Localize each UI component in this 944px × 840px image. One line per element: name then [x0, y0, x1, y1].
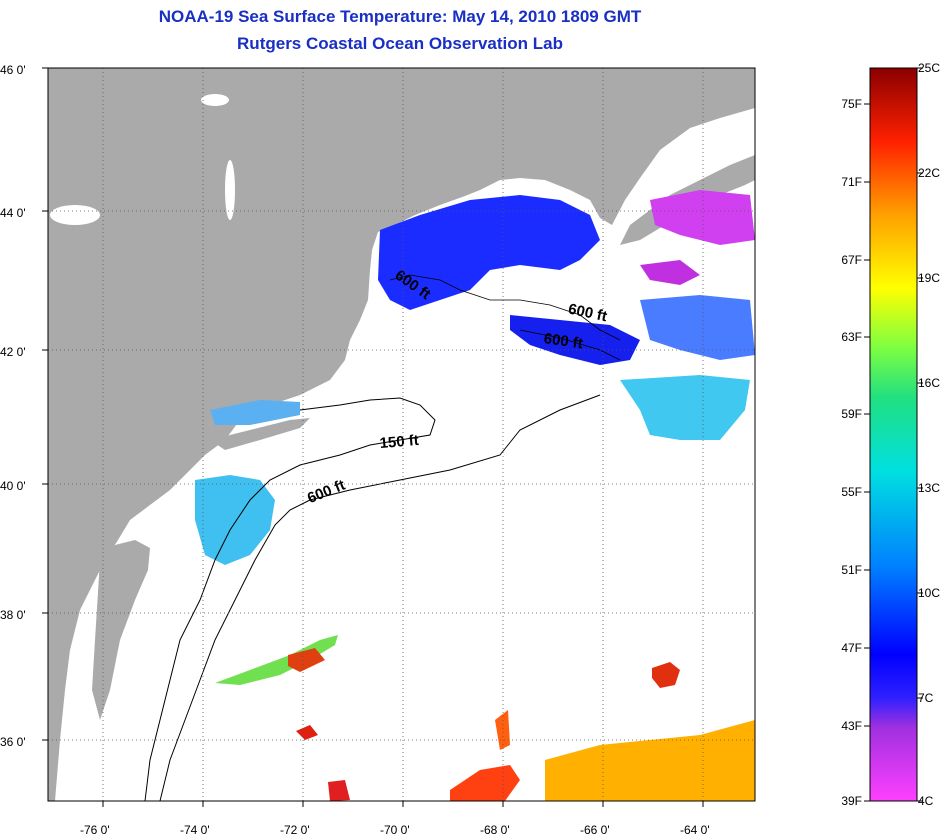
lon-label: -76 0' — [80, 823, 110, 837]
sst-georges-bank — [510, 315, 640, 365]
sst-cyan-ny — [210, 400, 300, 425]
sst-red-gulfstream — [450, 765, 520, 801]
colorbar-f-label: 43F — [841, 719, 862, 733]
colorbar-f-label: 47F — [841, 641, 862, 655]
sst-cyan-nj — [195, 475, 275, 565]
isobath-600ft-gom-2 — [519, 329, 621, 361]
colorbar-c-label: 7C — [918, 691, 934, 705]
lake — [201, 94, 229, 106]
axis-ticks — [42, 67, 704, 807]
map-title: NOAA-19 Sea Surface Temperature: May 14,… — [158, 7, 642, 26]
isobath-150ft — [144, 397, 436, 802]
colorbar-c-label: 22C — [918, 166, 940, 180]
contour-label: 600 ft — [543, 330, 584, 352]
colorbar — [869, 67, 918, 802]
colorbar-f-label: 63F — [841, 330, 862, 344]
colorbar-c-ticks: 25C 22C 19C 16C 13C 10C 7C 4C — [917, 61, 940, 808]
colorbar-f-label: 51F — [841, 563, 862, 577]
lat-label: 38 0' — [0, 608, 26, 622]
colorbar-f-label: 71F — [841, 175, 862, 189]
colorbar-f-label: 39F — [841, 794, 862, 808]
sst-magenta-patch — [640, 260, 700, 285]
map-subtitle: Rutgers Coastal Ocean Observation Lab — [237, 34, 563, 53]
map-frame — [47, 67, 756, 802]
land-long-island — [210, 418, 310, 450]
lat-label: 44 0' — [0, 206, 26, 220]
sst-orange-gulfstream — [545, 720, 755, 801]
colorbar-c-label: 13C — [918, 481, 940, 495]
sst-red-spot — [652, 662, 680, 688]
sst-red-spot — [296, 725, 318, 740]
colorbar-f-label: 67F — [841, 253, 862, 267]
sst-red-streak — [288, 648, 325, 672]
sst-red-gulfstream — [495, 710, 510, 750]
colorbar-f-ticks: 75F 71F 67F 63F 59F 55F 51F 47F 43F 39F — [841, 97, 870, 808]
lon-label: -66 0' — [580, 823, 610, 837]
sst-gulf-of-maine-cold — [378, 195, 600, 310]
lat-label: 42 0' — [0, 345, 26, 359]
colorbar-c-label: 10C — [918, 586, 940, 600]
sst-red-spot — [328, 780, 350, 801]
colorbar-c-label: 4C — [918, 794, 934, 808]
sst-magenta-patch — [650, 190, 755, 245]
isobath-600ft-gom — [389, 274, 621, 341]
contour-label: 150 ft — [379, 432, 420, 452]
lon-label: -72 0' — [280, 823, 310, 837]
colorbar-f-label: 59F — [841, 407, 862, 421]
sst-green-streak — [215, 635, 338, 685]
lake-ontario — [50, 205, 100, 225]
lat-label: 40 0' — [0, 479, 26, 493]
colorbar-c-label: 16C — [918, 376, 940, 390]
sst-cyan-patch — [620, 375, 750, 440]
lon-label: -68 0' — [480, 823, 510, 837]
land-delmarva — [92, 540, 150, 720]
lat-label: 46 0' — [0, 63, 26, 77]
lake — [225, 160, 235, 220]
isobath-600ft — [159, 394, 601, 802]
colorbar-f-label: 75F — [841, 97, 862, 111]
colorbar-c-label: 19C — [918, 271, 940, 285]
land-mainland — [48, 68, 755, 801]
sst-east-patch — [640, 295, 755, 360]
lon-label: -74 0' — [180, 823, 210, 837]
lon-label: -64 0' — [680, 823, 710, 837]
lon-label: -70 0' — [380, 823, 410, 837]
colorbar-f-label: 55F — [841, 485, 862, 499]
colorbar-c-label: 25C — [918, 61, 940, 75]
lat-label: 36 0' — [0, 735, 26, 749]
